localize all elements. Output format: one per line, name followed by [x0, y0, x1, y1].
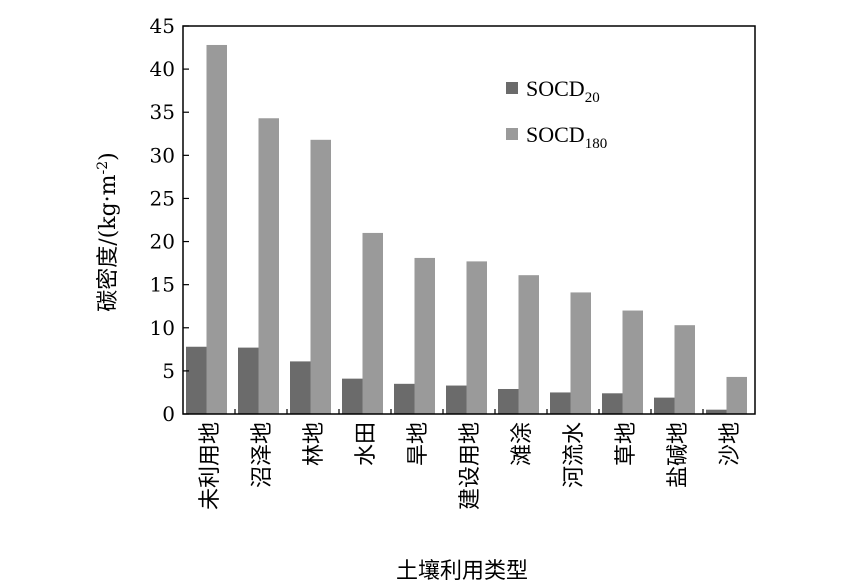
y-tick-label: 45 — [150, 14, 175, 38]
x-category-label: 旱地 — [406, 422, 431, 466]
y-axis-title: 碳密度/(kg·m-2) — [95, 152, 121, 312]
bar-socd20-9 — [654, 397, 675, 414]
bar-socd180-0 — [206, 44, 227, 415]
bar-socd180-9 — [674, 325, 695, 414]
x-category-label: 盐碱地 — [666, 422, 691, 488]
y-tick-label: 40 — [150, 57, 175, 81]
bar-socd20-5 — [446, 385, 467, 414]
bar-socd20-7 — [550, 392, 571, 414]
bar-socd20-1 — [238, 347, 259, 414]
bar-socd20-8 — [602, 393, 623, 414]
x-category-label: 沙地 — [718, 422, 743, 466]
y-tick-label: 20 — [150, 230, 175, 254]
y-tick-label: 5 — [162, 359, 175, 383]
plot-frame — [182, 25, 756, 415]
legend-label-socd180-base: SOCD — [526, 122, 585, 147]
x-category-label: 河流水 — [562, 422, 587, 488]
bar-socd180-3 — [362, 232, 383, 414]
x-axis-title: 土壤利用类型 — [396, 559, 528, 584]
bar-socd20-2 — [290, 361, 311, 414]
y-axis-title-sup: -2 — [95, 161, 111, 175]
bar-socd20-6 — [498, 388, 519, 414]
y-tick-label: 30 — [150, 143, 175, 167]
legend-label-socd20-sub: 20 — [585, 90, 600, 106]
legend-label-socd20: SOCD20 — [526, 76, 600, 106]
bar-socd180-4 — [414, 257, 435, 414]
x-category-label: 建设用地 — [458, 422, 483, 510]
bar-socd180-8 — [622, 310, 643, 414]
x-axis: 未利用地 沼泽地 林地 水田 旱地 建设用地 滩涂 河流水 草地 盐碱地 沙地 — [198, 409, 743, 510]
bar-socd180-7 — [570, 292, 591, 414]
x-category-label: 水田 — [354, 422, 379, 466]
x-category-label: 林地 — [302, 422, 327, 466]
legend-label-socd20-base: SOCD — [526, 76, 585, 101]
y-tick-label: 35 — [150, 100, 175, 124]
bar-socd20-3 — [342, 378, 363, 414]
y-tick-label: 15 — [150, 273, 175, 297]
y-axis-title-close: ) — [96, 152, 121, 161]
bars-group — [186, 44, 747, 415]
y-axis-title-main: 碳密度/(kg·m — [96, 174, 121, 311]
x-category-label: 未利用地 — [198, 422, 223, 510]
y-axis: 0 5 10 15 20 25 30 35 40 45 — [150, 14, 189, 426]
bar-socd180-6 — [518, 275, 539, 414]
x-category-label: 沼泽地 — [250, 422, 275, 488]
bar-socd180-10 — [726, 376, 747, 414]
bar-socd180-2 — [310, 139, 331, 414]
legend-label-socd180: SOCD180 — [526, 122, 607, 152]
bar-socd20-4 — [394, 383, 415, 414]
bar-socd180-5 — [466, 261, 487, 414]
x-category-label: 草地 — [614, 422, 639, 466]
bar-socd20-10 — [706, 409, 727, 414]
y-tick-label: 10 — [150, 316, 175, 340]
legend: SOCD20 SOCD180 — [506, 76, 607, 152]
y-tick-label: 0 — [162, 402, 175, 426]
bar-socd180-1 — [258, 118, 279, 414]
bar-socd20-0 — [186, 346, 207, 414]
y-tick-label: 25 — [150, 186, 175, 210]
x-category-label: 滩涂 — [510, 422, 535, 466]
legend-label-socd180-sub: 180 — [585, 136, 608, 152]
legend-swatch-socd180 — [506, 128, 518, 140]
legend-swatch-socd20 — [506, 82, 518, 94]
